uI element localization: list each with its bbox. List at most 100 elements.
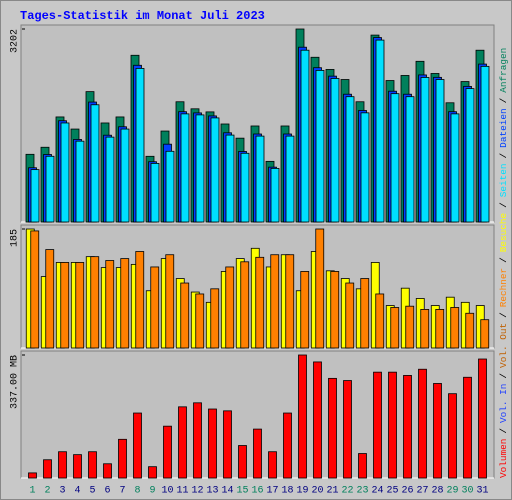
bar: [58, 451, 67, 479]
bar: [388, 371, 397, 479]
bar: [343, 380, 352, 479]
bar: [270, 168, 280, 223]
x-tick-label: 8: [134, 486, 140, 497]
legend-separator: /: [498, 97, 509, 103]
bar: [270, 254, 280, 349]
bar: [285, 254, 295, 349]
bar: [255, 256, 265, 349]
bar: [465, 312, 475, 349]
bar: [135, 251, 145, 349]
bar: [420, 309, 430, 349]
bar: [45, 155, 55, 223]
bar: [480, 319, 490, 349]
legend-entry: Besuche: [498, 212, 509, 252]
x-tick-label: 14: [221, 486, 233, 497]
bar: [208, 408, 217, 479]
bar: [283, 412, 292, 479]
x-tick-label: 31: [476, 486, 488, 497]
x-tick-label: 1: [29, 486, 35, 497]
legend-entry: Vol. In: [498, 384, 509, 423]
bar: [30, 230, 40, 349]
bar: [178, 406, 187, 479]
x-tick-label: 30: [461, 486, 473, 497]
bar: [345, 96, 355, 223]
bar: [268, 451, 277, 479]
y-tick-label: 185: [10, 229, 21, 247]
x-tick-label: 26: [401, 486, 413, 497]
x-tick-label: 22: [341, 486, 353, 497]
bar: [465, 88, 475, 223]
bar: [238, 445, 247, 479]
x-tick-label: 17: [266, 486, 278, 497]
bar: [105, 260, 115, 349]
x-tick-label: 15: [236, 486, 248, 497]
y-tick-label: 337.00 MB: [10, 355, 21, 409]
legend-separator: /: [498, 202, 509, 208]
bar: [210, 288, 220, 349]
bar: [313, 361, 322, 479]
x-tick-label: 29: [446, 486, 458, 497]
x-tick-label: 3: [59, 486, 65, 497]
bar: [435, 79, 445, 223]
legend-entry: Anfragen: [498, 48, 509, 93]
bar: [90, 256, 100, 349]
bar: [420, 77, 430, 223]
bar: [60, 262, 70, 349]
bar: [163, 425, 172, 479]
bar: [253, 428, 262, 479]
x-tick-label: 9: [149, 486, 155, 497]
x-tick-label: 11: [176, 486, 188, 497]
x-tick-label: 12: [191, 486, 203, 497]
bar: [358, 453, 367, 479]
bar: [225, 134, 235, 223]
bar: [403, 375, 412, 479]
bar: [225, 266, 235, 349]
x-tick-label: 21: [326, 486, 338, 497]
bar: [450, 113, 460, 223]
x-tick-label: 18: [281, 486, 293, 497]
bar: [375, 293, 385, 349]
x-tick-label: 19: [296, 486, 308, 497]
bar: [360, 278, 370, 349]
bar: [165, 254, 175, 349]
x-tick-label: 13: [206, 486, 218, 497]
bar: [373, 371, 382, 479]
bar: [223, 410, 232, 479]
bar: [30, 169, 40, 223]
bar: [315, 228, 325, 349]
bar: [450, 307, 460, 349]
bar: [75, 262, 85, 349]
bar: [45, 249, 55, 349]
bar: [330, 78, 340, 223]
x-tick-label: 2: [44, 486, 50, 497]
bar: [390, 93, 400, 223]
x-tick-label: 27: [416, 486, 428, 497]
bar: [135, 68, 145, 223]
legend-entry: Seiten: [498, 163, 509, 197]
bar: [418, 368, 427, 479]
legend-entry: Rechner: [498, 268, 509, 307]
bar: [463, 376, 472, 479]
bar: [478, 358, 487, 479]
bar: [405, 305, 415, 349]
bar: [255, 135, 265, 223]
legend: Volumen / Vol. In / Vol. Out / Rechner / Besuche…: [498, 48, 509, 478]
legend-separator: /: [498, 257, 509, 263]
bar: [148, 466, 157, 479]
x-tick-label: 23: [356, 486, 368, 497]
x-tick-label: 4: [74, 486, 80, 497]
bar: [433, 383, 442, 479]
bar: [298, 354, 307, 479]
chart-title: Tages-Statistik im Monat Juli 2023: [20, 9, 265, 23]
bar: [150, 163, 160, 223]
bar: [193, 402, 202, 479]
bar: [133, 412, 142, 479]
bar: [43, 459, 52, 479]
bar: [435, 309, 445, 349]
bar: [285, 135, 295, 223]
bar: [120, 258, 130, 349]
legend-entry: Dateien: [498, 108, 509, 147]
bar: [28, 472, 37, 479]
bar: [90, 104, 100, 223]
